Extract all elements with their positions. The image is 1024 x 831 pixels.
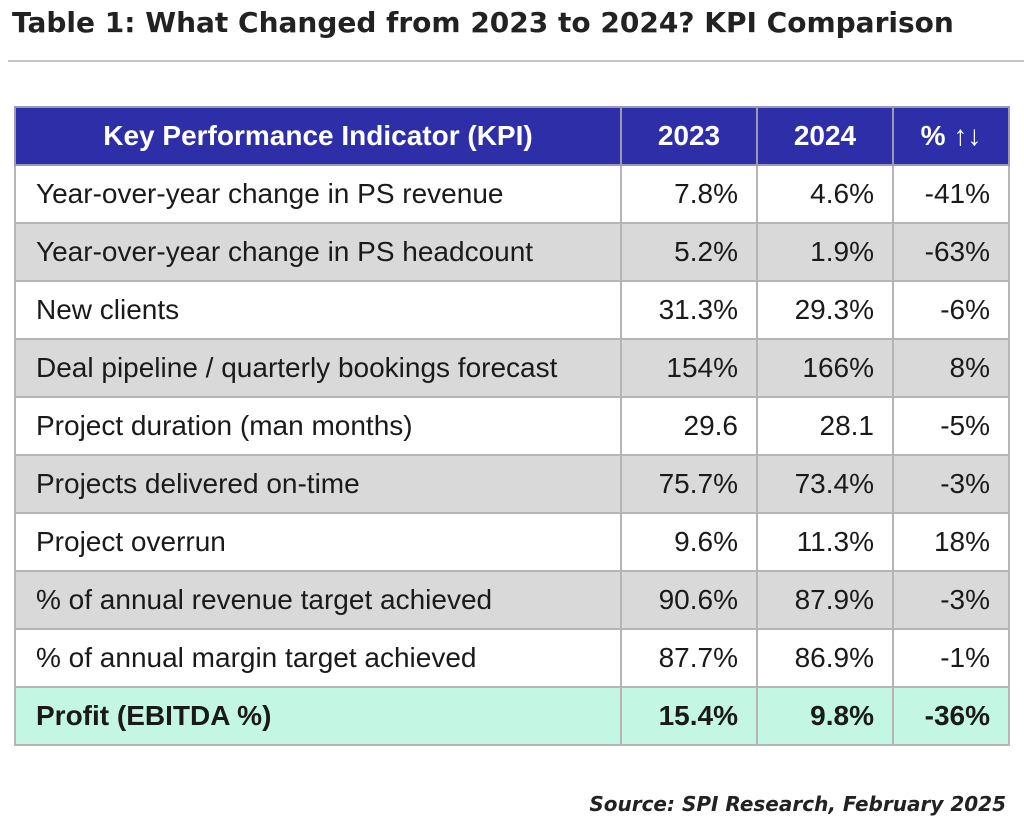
kpi-name-cell: New clients	[14, 280, 622, 340]
value-2023-cell: 7.8%	[620, 164, 758, 224]
value-2024-cell: 9.8%	[756, 686, 894, 746]
change-cell: -5%	[892, 396, 1010, 456]
value-2023-cell: 15.4%	[620, 686, 758, 746]
page-title: Table 1: What Changed from 2023 to 2024?…	[12, 6, 954, 39]
change-cell: -3%	[892, 454, 1010, 514]
column-header-kpi: Key Performance Indicator (KPI)	[14, 106, 622, 166]
table-row: % of annual revenue target achieved 90.6…	[14, 570, 1010, 630]
kpi-name-cell: Deal pipeline / quarterly bookings forec…	[14, 338, 622, 398]
kpi-name-cell: Project duration (man months)	[14, 396, 622, 456]
value-2023-cell: 90.6%	[620, 570, 758, 630]
change-cell: 8%	[892, 338, 1010, 398]
column-header-2023: 2023	[620, 106, 758, 166]
kpi-name-cell: % of annual margin target achieved	[14, 628, 622, 688]
table-row: % of annual margin target achieved 87.7%…	[14, 628, 1010, 688]
value-2023-cell: 29.6	[620, 396, 758, 456]
value-2023-cell: 75.7%	[620, 454, 758, 514]
value-2024-cell: 4.6%	[756, 164, 894, 224]
change-cell: 18%	[892, 512, 1010, 572]
change-cell: -41%	[892, 164, 1010, 224]
table-row: Year-over-year change in PS revenue 7.8%…	[14, 164, 1010, 224]
kpi-name-cell: Year-over-year change in PS headcount	[14, 222, 622, 282]
kpi-name-cell: % of annual revenue target achieved	[14, 570, 622, 630]
value-2024-cell: 29.3%	[756, 280, 894, 340]
change-cell: -3%	[892, 570, 1010, 630]
change-cell: -63%	[892, 222, 1010, 282]
change-cell: -36%	[892, 686, 1010, 746]
table-row: Project duration (man months) 29.6 28.1 …	[14, 396, 1010, 456]
value-2024-cell: 87.9%	[756, 570, 894, 630]
kpi-name-cell: Projects delivered on-time	[14, 454, 622, 514]
value-2024-cell: 73.4%	[756, 454, 894, 514]
value-2023-cell: 87.7%	[620, 628, 758, 688]
source-caption: Source: SPI Research, February 2025	[589, 792, 1006, 816]
change-cell: -6%	[892, 280, 1010, 340]
table-row-total: Profit (EBITDA %) 15.4% 9.8% -36%	[14, 686, 1010, 746]
value-2023-cell: 154%	[620, 338, 758, 398]
kpi-name-cell: Year-over-year change in PS revenue	[14, 164, 622, 224]
table-row: Deal pipeline / quarterly bookings forec…	[14, 338, 1010, 398]
table-row: Project overrun 9.6% 11.3% 18%	[14, 512, 1010, 572]
table-header-row: Key Performance Indicator (KPI) 2023 202…	[14, 106, 1010, 166]
kpi-name-cell: Profit (EBITDA %)	[14, 686, 622, 746]
value-2024-cell: 1.9%	[756, 222, 894, 282]
value-2024-cell: 166%	[756, 338, 894, 398]
column-header-change: % ↑↓	[892, 106, 1010, 166]
value-2023-cell: 9.6%	[620, 512, 758, 572]
table-row: New clients 31.3% 29.3% -6%	[14, 280, 1010, 340]
kpi-name-cell: Project overrun	[14, 512, 622, 572]
column-header-2024: 2024	[756, 106, 894, 166]
value-2023-cell: 5.2%	[620, 222, 758, 282]
value-2024-cell: 28.1	[756, 396, 894, 456]
value-2024-cell: 86.9%	[756, 628, 894, 688]
value-2024-cell: 11.3%	[756, 512, 894, 572]
kpi-comparison-table: Key Performance Indicator (KPI) 2023 202…	[14, 106, 1010, 746]
table-row: Year-over-year change in PS headcount 5.…	[14, 222, 1010, 282]
title-divider	[8, 60, 1024, 62]
change-cell: -1%	[892, 628, 1010, 688]
value-2023-cell: 31.3%	[620, 280, 758, 340]
table-row: Projects delivered on-time 75.7% 73.4% -…	[14, 454, 1010, 514]
